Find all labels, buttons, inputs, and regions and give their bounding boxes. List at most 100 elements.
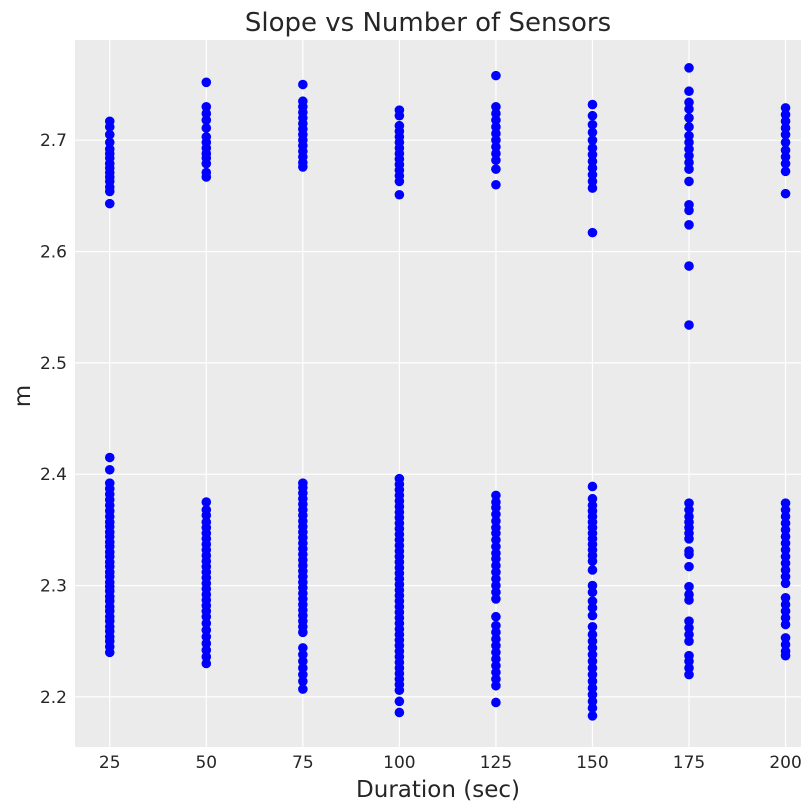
- data-point: [684, 150, 694, 161]
- data-point: [491, 541, 501, 552]
- data-point: [491, 667, 501, 678]
- data-point: [780, 109, 791, 120]
- data-point: [587, 669, 598, 680]
- data-point: [491, 70, 501, 81]
- data-point: [104, 198, 115, 209]
- data-point: [491, 560, 501, 571]
- y-tick-label: 2.7: [40, 131, 67, 151]
- data-point: [780, 525, 791, 535]
- data-point: [587, 127, 598, 138]
- data-point: [491, 128, 501, 139]
- data-point: [587, 176, 598, 187]
- y-tick-label: 2.6: [40, 243, 67, 263]
- data-point: [780, 571, 791, 582]
- data-point: [298, 643, 308, 653]
- data-point: [201, 510, 212, 521]
- data-point: [201, 611, 212, 622]
- data-point: [780, 531, 791, 542]
- data-point: [587, 493, 598, 504]
- data-point: [298, 162, 308, 172]
- data-point: [491, 574, 501, 584]
- data-point: [780, 137, 791, 148]
- data-point: [394, 707, 405, 718]
- data-point: [684, 663, 694, 673]
- data-point: [684, 137, 694, 148]
- data-points: [104, 63, 791, 721]
- data-point: [491, 594, 501, 604]
- data-point: [491, 102, 501, 112]
- data-point: [684, 561, 694, 572]
- data-point: [201, 625, 212, 635]
- data-point: [587, 649, 598, 660]
- data-point: [684, 122, 694, 132]
- data-point: [491, 502, 501, 513]
- data-point: [587, 565, 598, 575]
- data-point: [780, 188, 791, 199]
- y-axis-label: m: [10, 385, 36, 407]
- data-point: [491, 587, 501, 598]
- data-point: [491, 535, 501, 545]
- data-point: [491, 647, 501, 658]
- data-point: [491, 680, 501, 691]
- data-point: [780, 545, 791, 555]
- data-point: [104, 186, 115, 197]
- data-point: [780, 158, 791, 169]
- x-tick-label: 175: [673, 753, 705, 773]
- data-point: [684, 130, 694, 141]
- data-point: [587, 587, 598, 598]
- data-point: [780, 639, 791, 650]
- data-point: [684, 205, 694, 216]
- data-point: [491, 148, 501, 159]
- data-point: [587, 663, 598, 673]
- data-point: [684, 144, 694, 154]
- data-point: [684, 581, 694, 592]
- x-tick-label: 125: [480, 753, 512, 773]
- data-point: [394, 176, 405, 187]
- data-point: [684, 595, 694, 605]
- data-point: [684, 498, 694, 508]
- data-point: [780, 578, 791, 589]
- data-point: [587, 683, 598, 693]
- data-point: [587, 610, 598, 621]
- data-point: [684, 616, 694, 626]
- data-point: [491, 528, 501, 539]
- data-point: [587, 603, 598, 613]
- data-point: [201, 652, 212, 662]
- data-point: [298, 79, 308, 90]
- data-point: [587, 656, 598, 667]
- data-point: [201, 631, 212, 642]
- data-point: [201, 497, 212, 507]
- data-point: [684, 623, 694, 633]
- data-point: [201, 638, 212, 649]
- data-point: [587, 169, 598, 180]
- data-point: [491, 567, 501, 577]
- data-point: [780, 558, 791, 569]
- data-point: [298, 649, 308, 660]
- data-point: [491, 135, 501, 146]
- data-point: [491, 620, 501, 631]
- data-point: [298, 676, 308, 687]
- data-point: [201, 172, 212, 182]
- data-point: [780, 166, 791, 177]
- data-point: [298, 627, 308, 638]
- data-point: [587, 135, 598, 146]
- data-point: [491, 554, 501, 564]
- data-point: [394, 696, 405, 707]
- data-point: [780, 145, 791, 156]
- data-point: [587, 643, 598, 653]
- data-point: [491, 142, 501, 152]
- data-point: [684, 176, 694, 187]
- chart-title: Slope vs Number of Sensors: [245, 8, 611, 38]
- data-point: [587, 696, 598, 707]
- data-point: [491, 164, 501, 174]
- data-point: [587, 580, 598, 591]
- data-point: [491, 179, 501, 190]
- data-point: [780, 498, 791, 508]
- data-point: [587, 183, 598, 193]
- data-point: [104, 647, 115, 658]
- data-point: [491, 108, 501, 119]
- data-point: [491, 640, 501, 651]
- data-point: [201, 658, 212, 669]
- data-point: [201, 158, 212, 169]
